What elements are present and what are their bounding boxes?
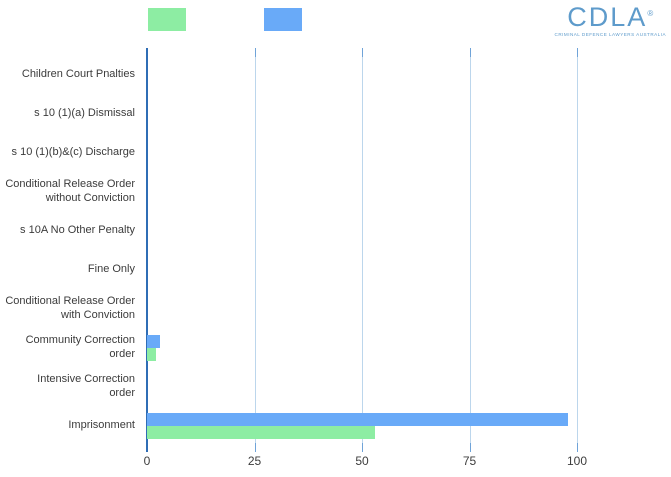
category-label: s 10A No Other Penalty [20,223,135,236]
cdla-logo: CDLA® CRIMINAL DEFENCE LAWYERS AUSTRALIA [554,3,666,38]
tick-mark-top [254,48,256,57]
category-label: Intensive Correction order [37,373,135,399]
legend-item-green[interactable] [148,8,192,31]
x-tick-label-50: 50 [355,454,369,468]
category-label: Fine Only [87,262,135,275]
category-row [147,172,607,211]
tick-mark-bottom [469,443,471,452]
bar-rows [147,55,607,445]
x-tick-label-0: 0 [143,454,151,468]
plot-area [146,48,607,452]
category-label: Community Correction order [25,334,135,360]
cdla-logo-wordmark: CDLA® [555,3,666,31]
tick-mark-bottom [254,443,256,452]
tick-mark-top [577,48,578,57]
category-row [147,211,607,250]
category-row [147,367,607,406]
y-axis-line [146,48,148,452]
tick-mark-bottom [577,443,578,452]
category-label: s 10 (1)(a) Dismissal [34,106,135,119]
tick-mark-top [469,48,471,57]
category-label: Imprisonment [68,418,135,431]
legend-swatch-green[interactable] [148,8,186,31]
category-label: s 10 (1)(b)&(c) Discharge [11,145,135,158]
gridline-50 [362,48,363,452]
cdla-logo-text: CDLA [567,2,648,32]
x-tick-label-75: 75 [462,454,477,468]
cdla-logo-tagline: CRIMINAL DEFENCE LAWYERS AUSTRALIA [554,32,666,38]
bar-green-series[interactable] [147,425,375,439]
gridline-75 [469,48,471,452]
category-row [147,94,607,133]
category-axis: Children Court Pnalties s 10 (1)(a) Dismi… [0,55,135,445]
bar-green-series[interactable] [147,347,156,361]
legend-item-blue[interactable] [264,8,308,31]
registered-trademark-symbol: ® [647,9,654,18]
category-row [147,328,607,367]
category-row [147,406,607,445]
bar-blue-series[interactable] [147,412,569,426]
legend [148,8,308,31]
bar-blue-series[interactable] [147,334,160,348]
category-row [147,55,607,94]
x-tick-label-100: 100 [566,454,588,468]
gridline-100 [577,48,578,452]
x-tick-label-25: 25 [247,454,262,468]
tick-mark-bottom [362,443,363,452]
legend-swatch-blue[interactable] [264,8,302,31]
gridline-25 [254,48,256,452]
x-axis-tick-labels: 0 25 50 75 100 [143,454,607,470]
category-label: Children Court Pnalties [21,67,135,80]
category-row [147,289,607,328]
category-label: Conditional Release Order without Convic… [5,178,135,204]
category-row [147,133,607,172]
category-row [147,250,607,289]
category-label: Conditional Release Order with Convictio… [5,295,135,321]
tick-mark-top [362,48,363,57]
